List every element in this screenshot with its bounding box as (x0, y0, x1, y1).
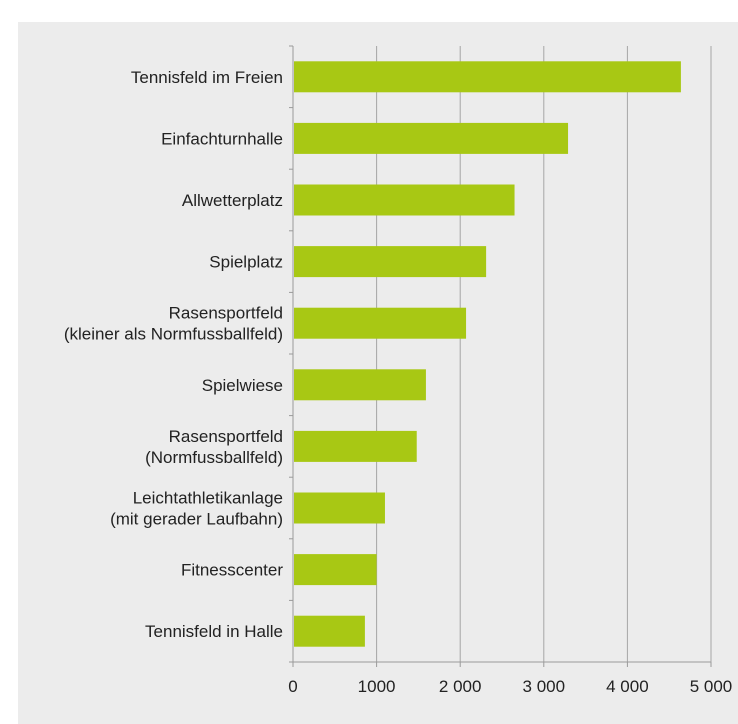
category-label-1: Einfachturnhalle (161, 129, 283, 148)
bar-5 (294, 369, 426, 401)
category-label-4: (kleiner als Normfussballfeld) (64, 325, 283, 344)
x-tick-label-0: 0 (288, 677, 297, 696)
category-label-3: Spielplatz (209, 253, 283, 272)
category-label-7: Leichtathletikanlage (133, 489, 283, 508)
x-tick-label-2000: 2 000 (439, 677, 482, 696)
category-label-5: Spielwiese (202, 376, 283, 395)
chart-title (0, 0, 738, 22)
bar-7 (294, 492, 385, 524)
bar-4 (294, 307, 467, 339)
category-label-6: (Normfussballfeld) (145, 448, 283, 467)
axes (289, 45, 712, 667)
bar-3 (294, 246, 487, 278)
bar-9 (294, 615, 365, 647)
x-tick-label-4000: 4 000 (606, 677, 649, 696)
bar-2 (294, 184, 515, 216)
category-label-0: Tennisfeld im Freien (131, 68, 283, 87)
category-label-6: Rasensportfeld (169, 427, 283, 446)
x-tick-label-3000: 3 000 (523, 677, 566, 696)
bars (294, 61, 681, 647)
category-labels: Tennisfeld im Freien Einfachturnhalle Allw… (64, 68, 284, 641)
category-label-4: Rasensportfeld (169, 304, 283, 323)
bar-6 (294, 430, 417, 462)
bar-8 (294, 554, 377, 586)
bar-0 (294, 61, 681, 93)
tick-labels: 0 1000 2 000 3 000 4 000 5 000 (288, 677, 732, 696)
chart-panel: Tennisfeld im Freien Einfachturnhalle Allw… (18, 22, 738, 724)
category-label-9: Tennisfeld in Halle (145, 622, 283, 641)
x-tick-label-1000: 1000 (358, 677, 396, 696)
bar-1 (294, 122, 569, 154)
category-label-8: Fitnesscenter (181, 561, 283, 580)
x-tick-label-5000: 5 000 (690, 677, 733, 696)
category-label-2: Allwetterplatz (182, 191, 283, 210)
bar-chart: Tennisfeld im Freien Einfachturnhalle Allw… (64, 45, 732, 696)
category-label-7: (mit gerader Laufbahn) (110, 510, 283, 529)
